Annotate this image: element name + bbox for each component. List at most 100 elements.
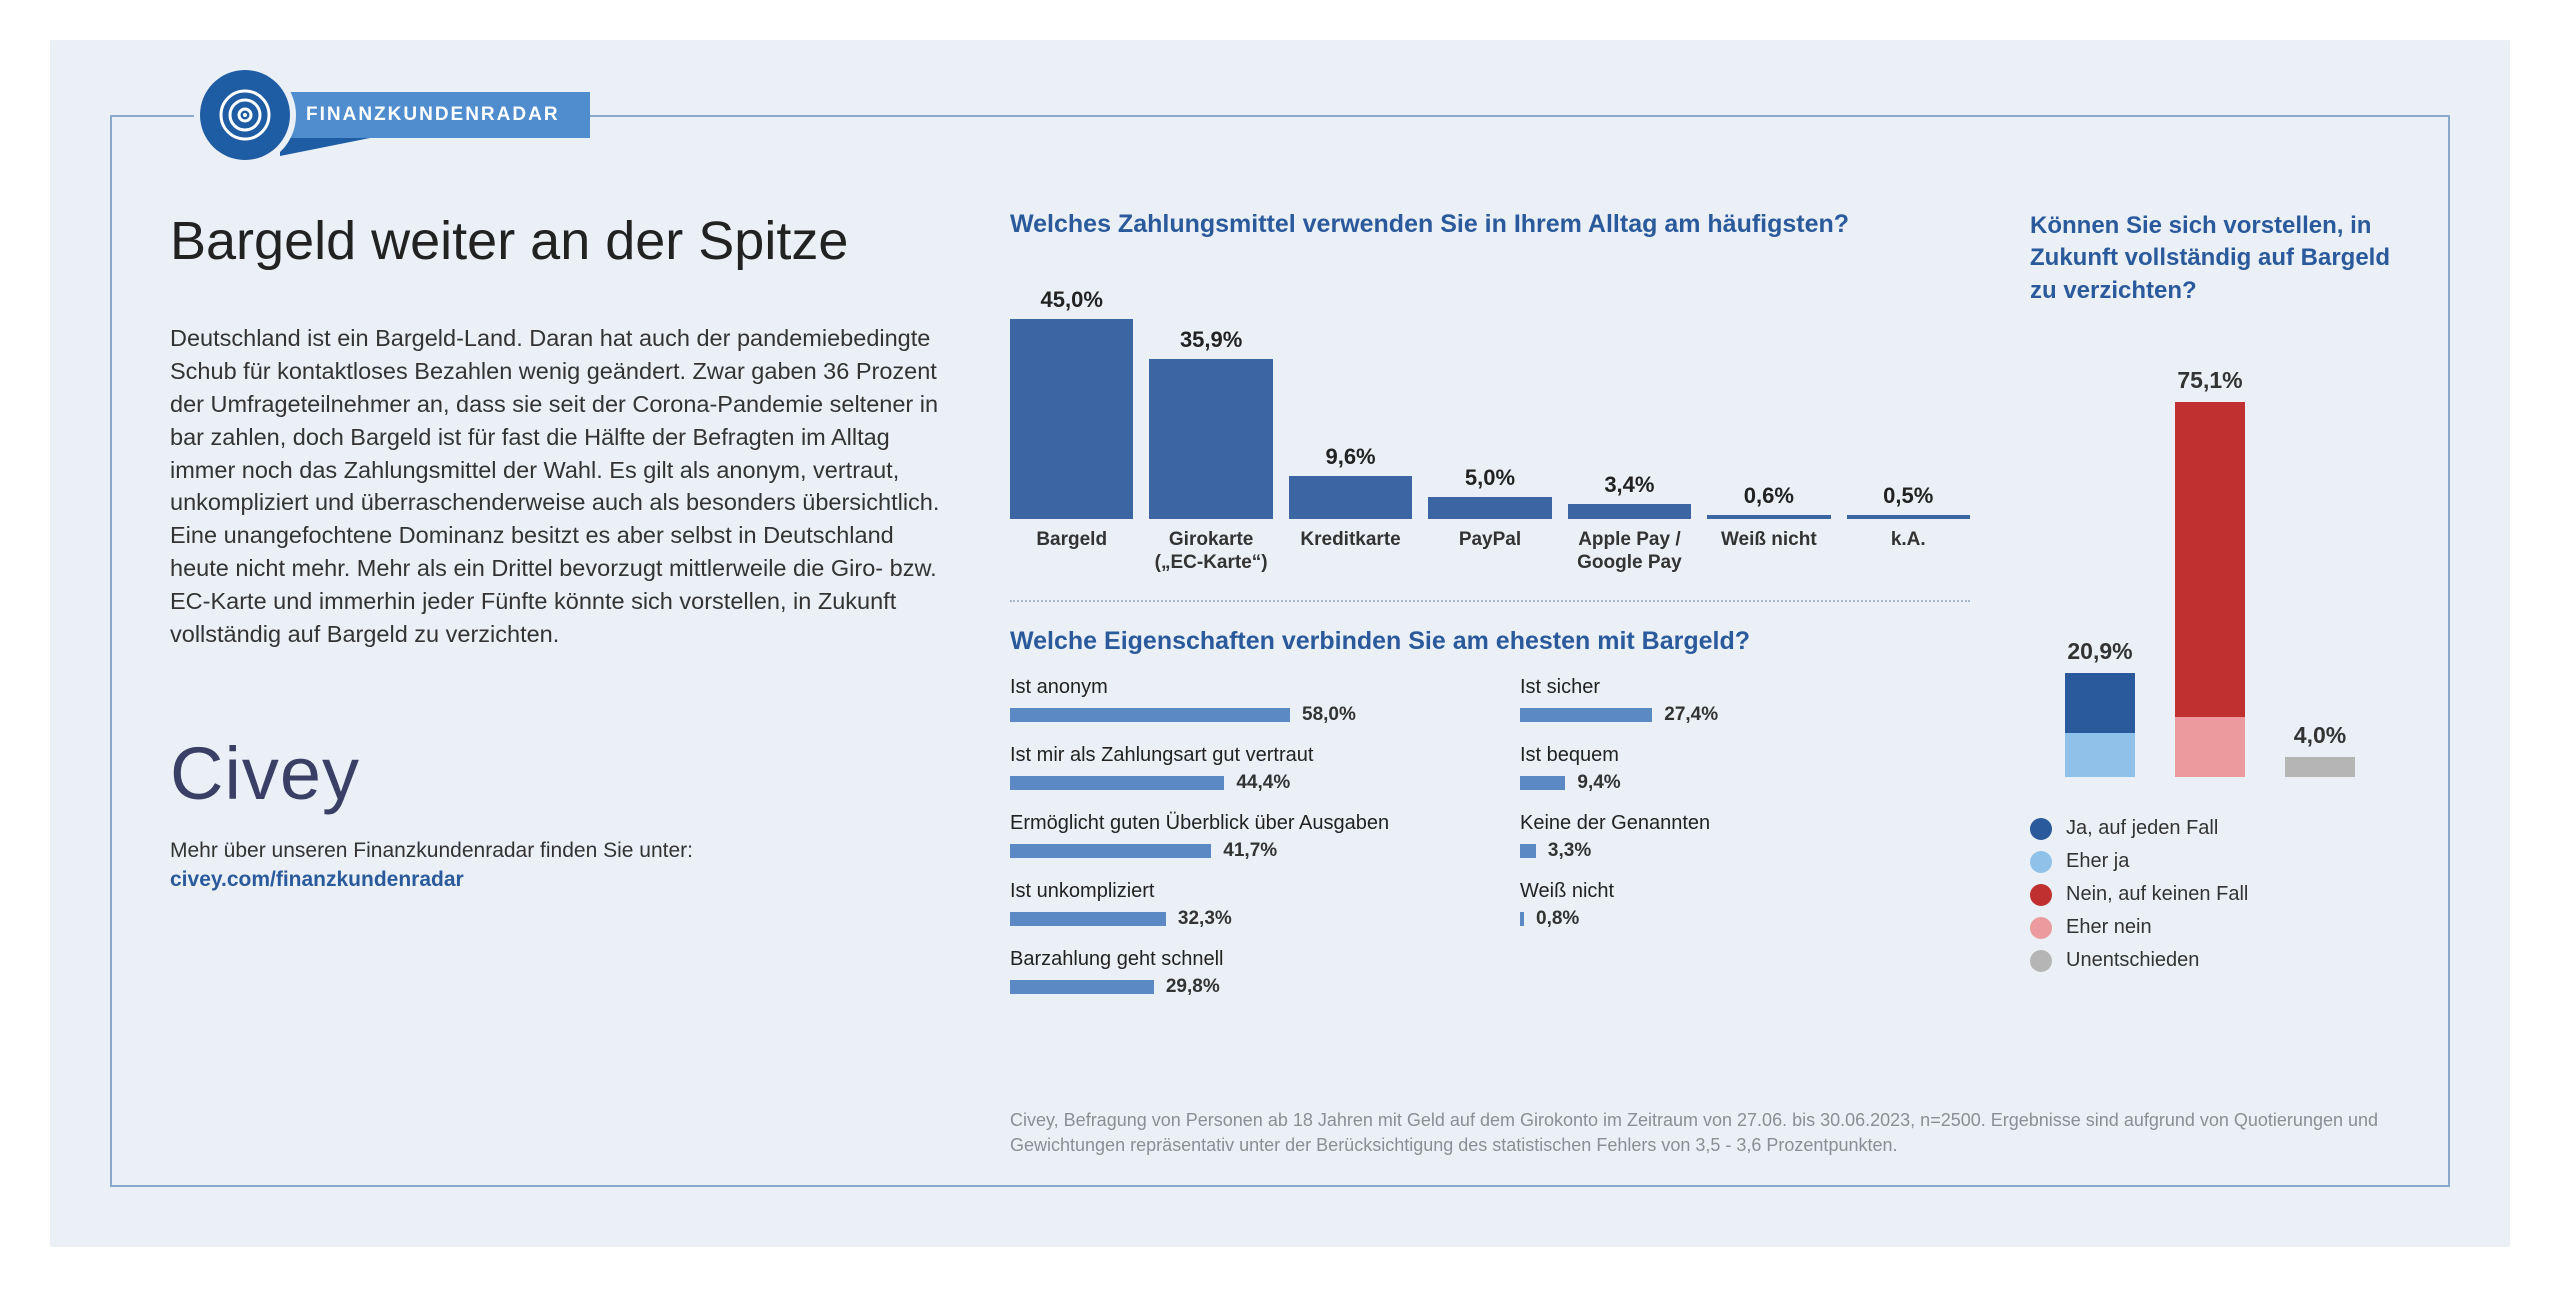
chart1-bar: 3,4% (1568, 472, 1691, 519)
chart1-bar-fill (1428, 497, 1551, 519)
chart3-segment (2175, 402, 2245, 717)
divider-dotted (1010, 600, 1970, 602)
chart2-value: 29,8% (1166, 976, 1220, 998)
chart2-bar (1010, 912, 1166, 926)
subline-text: Mehr über unseren Finanzkundenradar find… (170, 839, 693, 862)
chart1-label: Apple Pay / Google Pay (1568, 529, 1691, 575)
legend-swatch (2030, 851, 2052, 873)
chart2-item: Weiß nicht0,8% (1520, 880, 1970, 930)
chart3-stack-label: 75,1% (2150, 367, 2270, 394)
chart2-row: 3,3% (1520, 840, 1970, 862)
chart1-bar-fill (1568, 504, 1691, 519)
chart1-value: 3,4% (1604, 472, 1654, 498)
chart1-value: 35,9% (1180, 327, 1242, 353)
content-grid: Bargeld weiter an der Spitze Deutschland… (170, 210, 2390, 1157)
chart2-item: Keine der Genannten3,3% (1520, 812, 1970, 862)
chart1-bars: 45,0% 35,9% 9,6% 5,0% 3,4% 0,6% 0,5% (1010, 259, 1970, 519)
page-title: Bargeld weiter an der Spitze (170, 210, 950, 272)
chart1-value: 0,6% (1744, 483, 1794, 509)
middle-column: Welches Zahlungsmittel verwenden Sie in … (1010, 210, 1970, 1157)
radar-icon (200, 70, 290, 160)
chart2-label: Ermöglicht guten Überblick über Ausgaben (1010, 812, 1460, 835)
chart1-value: 5,0% (1465, 465, 1515, 491)
chart2-value: 32,3% (1178, 908, 1232, 930)
chart2-bar (1010, 980, 1154, 994)
chart3-stack: 20,9% (2065, 337, 2135, 777)
chart2-bar (1010, 708, 1290, 722)
chart2-row: 29,8% (1010, 976, 1460, 998)
footnote: Civey, Befragung von Personen ab 18 Jahr… (1010, 1108, 2390, 1157)
legend-row: Unentschieden (2030, 949, 2390, 972)
legend-label: Unentschieden (2066, 949, 2199, 972)
chart1-label: Weiß nicht (1707, 529, 1830, 575)
chart2-bar (1520, 912, 1524, 926)
chart1-value: 9,6% (1325, 444, 1375, 470)
infographic-panel: FINANZKUNDENRADAR Bargeld weiter an der … (50, 40, 2510, 1247)
chart1-bar-fill (1847, 515, 1970, 519)
legend-row: Nein, auf keinen Fall (2030, 883, 2390, 906)
chart2-item: Ermöglicht guten Überblick über Ausgaben… (1010, 812, 1460, 862)
chart2-value: 27,4% (1664, 704, 1718, 726)
chart2-row: 9,4% (1520, 772, 1970, 794)
header-title: FINANZKUNDENRADAR (260, 92, 590, 138)
chart2-row: 44,4% (1010, 772, 1460, 794)
chart2-bar (1010, 844, 1211, 858)
chart2-label: Ist anonym (1010, 676, 1460, 699)
chart3-segment (2065, 733, 2135, 778)
chart2-value: 9,4% (1577, 772, 1620, 794)
chart1-label: k.A. (1847, 529, 1970, 575)
header-badge: FINANZKUNDENRADAR (200, 70, 620, 160)
chart2-question: Welche Eigenschaften verbinden Sie am eh… (1010, 627, 1970, 656)
chart2-row: 27,4% (1520, 704, 1970, 726)
chart1-bar-fill (1707, 515, 1830, 519)
chart1-bar: 35,9% (1149, 327, 1272, 519)
legend-swatch (2030, 818, 2052, 840)
legend-row: Eher nein (2030, 916, 2390, 939)
chart2-label: Ist sicher (1520, 676, 1970, 699)
chart2-item: Ist anonym 58,0% (1010, 676, 1460, 726)
chart1-bar: 0,5% (1847, 483, 1970, 519)
chart1-value: 45,0% (1041, 287, 1103, 313)
legend-row: Ja, auf jeden Fall (2030, 817, 2390, 840)
chart2-item: Barzahlung geht schnell 29,8% (1010, 948, 1460, 998)
chart2-item: Ist bequem 9,4% (1520, 744, 1970, 794)
chart1-question: Welches Zahlungsmittel verwenden Sie in … (1010, 210, 1970, 239)
chart2-label: Barzahlung geht schnell (1010, 948, 1460, 971)
chart2-left: Ist anonym 58,0% Ist mir als Zahlungsart g… (1010, 676, 1460, 998)
chart2-label: Ist unkompliziert (1010, 880, 1460, 903)
chart1-bar-fill (1289, 476, 1412, 519)
chart1-label: Bargeld (1010, 529, 1133, 575)
legend-swatch (2030, 917, 2052, 939)
chart3-stack: 4,0% (2285, 337, 2355, 777)
legend-swatch (2030, 884, 2052, 906)
chart2-label: Ist bequem (1520, 744, 1970, 767)
chart2-bar (1520, 708, 1652, 722)
chart1-bar-fill (1010, 319, 1133, 519)
chart2-right: Ist sicher 27,4% Ist bequem 9,4% Keine der G… (1520, 676, 1970, 998)
chart2-row: 41,7% (1010, 840, 1460, 862)
chart2-value: 58,0% (1302, 704, 1356, 726)
canvas: FINANZKUNDENRADAR Bargeld weiter an der … (0, 0, 2560, 1297)
body-paragraph: Deutschland ist ein Bargeld-Land. Daran … (170, 322, 950, 651)
chart1-value: 0,5% (1883, 483, 1933, 509)
right-column: Können Sie sich vorstellen, in Zukunft v… (2030, 210, 2390, 1157)
chart2-row: 32,3% (1010, 908, 1460, 930)
chart3-stack: 75,1% (2175, 337, 2245, 777)
legend-label: Nein, auf keinen Fall (2066, 883, 2248, 906)
chart2-bar (1010, 776, 1224, 790)
chart2-item: Ist mir als Zahlungsart gut vertraut 44,4… (1010, 744, 1460, 794)
chart2-item: Ist sicher 27,4% (1520, 676, 1970, 726)
subline-link: civey.com/finanzkundenradar (170, 868, 464, 891)
legend-label: Ja, auf jeden Fall (2066, 817, 2218, 840)
chart3-segment (2065, 673, 2135, 733)
chart1-bar-fill (1149, 359, 1272, 519)
chart1-label: Kreditkarte (1289, 529, 1412, 575)
chart2-label: Ist mir als Zahlungsart gut vertraut (1010, 744, 1460, 767)
chart1-bar: 45,0% (1010, 287, 1133, 519)
legend-label: Eher ja (2066, 850, 2129, 873)
chart3-legend: Ja, auf jeden Fall Eher ja Nein, auf keine… (2030, 817, 2390, 972)
chart3-stack-label: 20,9% (2040, 638, 2160, 665)
chart1-label: PayPal (1428, 529, 1551, 575)
chart3-stacks: 20,9% 75,1% 4,0% (2030, 337, 2390, 777)
chart1-labels: BargeldGirokarte („EC-Karte“)Kreditkarte… (1010, 529, 1970, 575)
